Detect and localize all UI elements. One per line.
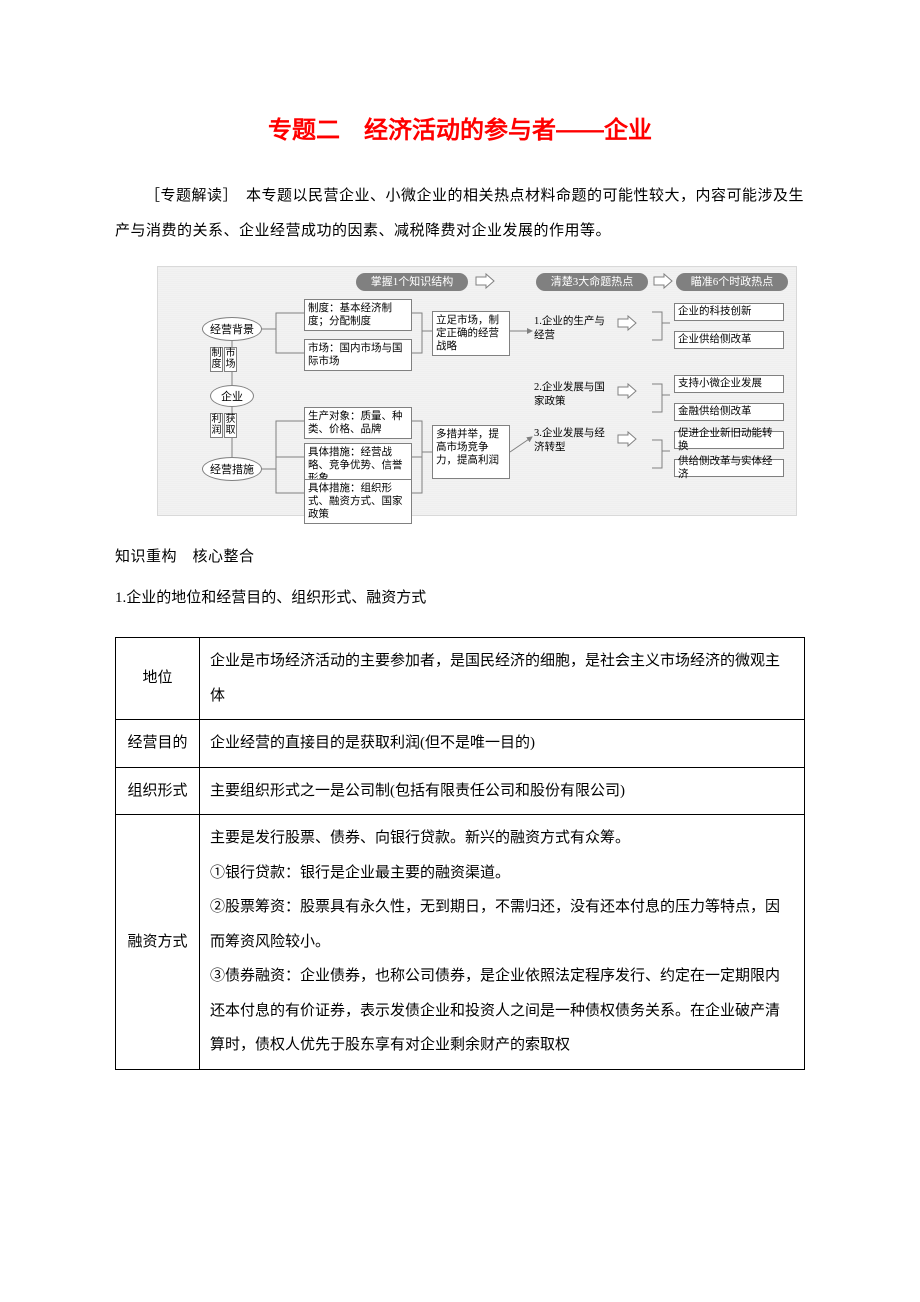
knowledge-diagram-wrap: 掌握1个知识结构 清楚3大命题热点 瞄准6个时政热点经营背景企业经营措施 制度市场利润… <box>157 266 797 516</box>
diagram-rightbox: 企业的科技创新 <box>674 303 784 321</box>
table-row-value: 企业是市场经济活动的主要参加者，是国民经济的细胞，是社会主义市场经济的微观主体 <box>200 638 805 720</box>
diagram-vlabel: 获取 <box>224 413 237 438</box>
content-table: 地位企业是市场经济活动的主要参加者，是国民经济的细胞，是社会主义市场经济的微观主… <box>115 637 805 1070</box>
diagram-vlabel: 利润 <box>210 413 223 438</box>
diagram-box: 市场：国内市场与国际市场 <box>304 339 412 371</box>
diagram-box: 制度：基本经济制度；分配制度 <box>304 299 412 331</box>
diagram-topic: 2.企业发展与国家政策 <box>534 381 614 408</box>
diagram-box: 立足市场，制定正确的经营战略 <box>432 311 510 356</box>
page-title: 专题二 经济活动的参与者——企业 <box>115 110 805 145</box>
diagram-box: 具体措施：组织形式、融资方式、国家政策 <box>304 479 412 524</box>
table-row-value: 主要组织形式之一是公司制(包括有限责任公司和股份有限公司) <box>200 767 805 815</box>
diagram-vlabel: 市场 <box>224 347 237 372</box>
table-row: 经营目的企业经营的直接目的是获取利润(但不是唯一目的) <box>116 720 805 768</box>
diagram-vlabel: 制度 <box>210 347 223 372</box>
intro-paragraph: ［专题解读］ 本专题以民营企业、小微企业的相关热点材料命题的可能性较大，内容可能… <box>115 179 805 248</box>
table-row-label: 融资方式 <box>116 815 200 1070</box>
diagram-oval: 经营背景 <box>202 317 262 341</box>
table-row-label: 地位 <box>116 638 200 720</box>
table-row-label: 经营目的 <box>116 720 200 768</box>
diagram-header: 清楚3大命题热点 <box>536 273 648 291</box>
diagram-rightbox: 金融供给侧改革 <box>674 403 784 421</box>
diagram-rightbox: 促进企业新旧动能转换 <box>674 431 784 449</box>
table-row-label: 组织形式 <box>116 767 200 815</box>
table-row-value: 主要是发行股票、债券、向银行贷款。新兴的融资方式有众筹。①银行贷款：银行是企业最… <box>200 815 805 1070</box>
table-row: 融资方式主要是发行股票、债券、向银行贷款。新兴的融资方式有众筹。①银行贷款：银行… <box>116 815 805 1070</box>
section-subheading: 1.企业的地位和经营目的、组织形式、融资方式 <box>115 581 805 616</box>
diagram-rightbox: 企业供给侧改革 <box>674 331 784 349</box>
diagram-oval: 经营措施 <box>202 457 262 481</box>
diagram-rightbox: 供给侧改革与实体经济 <box>674 459 784 477</box>
table-row: 组织形式主要组织形式之一是公司制(包括有限责任公司和股份有限公司) <box>116 767 805 815</box>
diagram-header: 瞄准6个时政热点 <box>676 273 788 291</box>
diagram-topic: 1.企业的生产与经营 <box>534 315 614 342</box>
document-page: 专题二 经济活动的参与者——企业 ［专题解读］ 本专题以民营企业、小微企业的相关… <box>0 0 920 1302</box>
knowledge-diagram: 掌握1个知识结构 清楚3大命题热点 瞄准6个时政热点经营背景企业经营措施 制度市场利润… <box>157 266 797 516</box>
diagram-header: 掌握1个知识结构 <box>356 273 468 291</box>
table-row-value: 企业经营的直接目的是获取利润(但不是唯一目的) <box>200 720 805 768</box>
table-row: 地位企业是市场经济活动的主要参加者，是国民经济的细胞，是社会主义市场经济的微观主… <box>116 638 805 720</box>
section-heading: 知识重构 核心整合 <box>115 540 805 575</box>
diagram-box: 多措并举，提高市场竞争力，提高利润 <box>432 425 510 479</box>
diagram-oval: 企业 <box>210 385 254 407</box>
diagram-rightbox: 支持小微企业发展 <box>674 375 784 393</box>
diagram-topic: 3.企业发展与经济转型 <box>534 427 614 454</box>
diagram-box: 生产对象：质量、种类、价格、品牌 <box>304 407 412 439</box>
